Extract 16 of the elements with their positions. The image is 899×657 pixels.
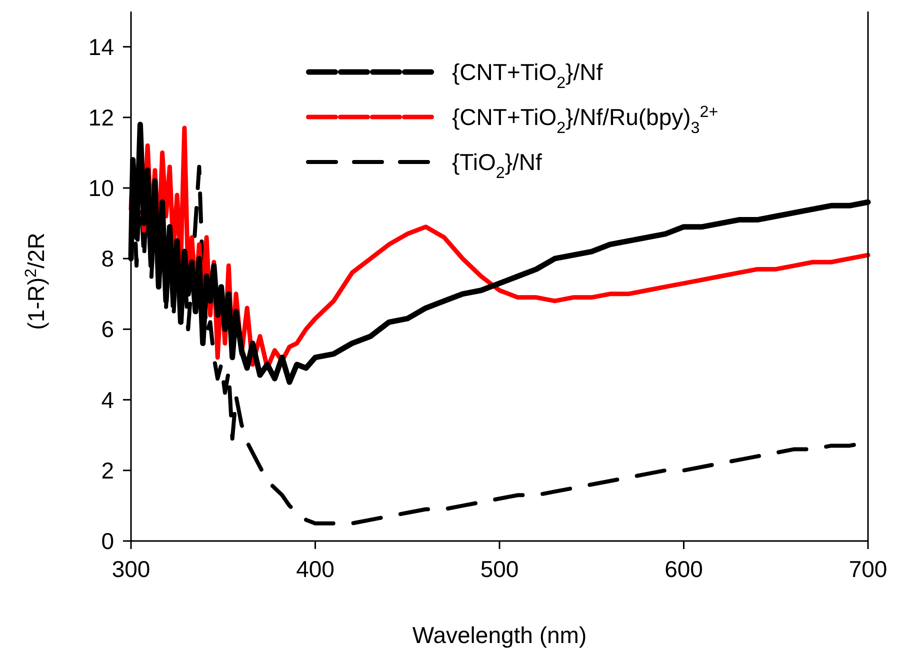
y-tick-label: 2 [101, 457, 114, 484]
x-tick-label: 300 [112, 556, 150, 582]
y-tick-label: 6 [101, 316, 114, 342]
y-tick-label: 8 [101, 246, 114, 272]
x-tick-label: 500 [480, 556, 519, 582]
x-axis-title: Wavelength (nm) [412, 622, 587, 648]
y-tick-label: 10 [88, 175, 114, 201]
y-tick-label: 14 [88, 34, 114, 60]
legend-label: {TiO$_{2}$}/Nf [452, 149, 543, 182]
x-tick-label: 600 [664, 556, 703, 582]
legend-label: {CNT+TiO$_{2}$}/Nf [452, 59, 604, 92]
x-tick-label: 400 [296, 556, 334, 582]
x-tick-label: 700 [848, 556, 888, 582]
y-tick-label: 4 [101, 386, 114, 413]
y-tick-label: 0 [101, 528, 114, 554]
y-tick-label: 12 [88, 104, 114, 130]
